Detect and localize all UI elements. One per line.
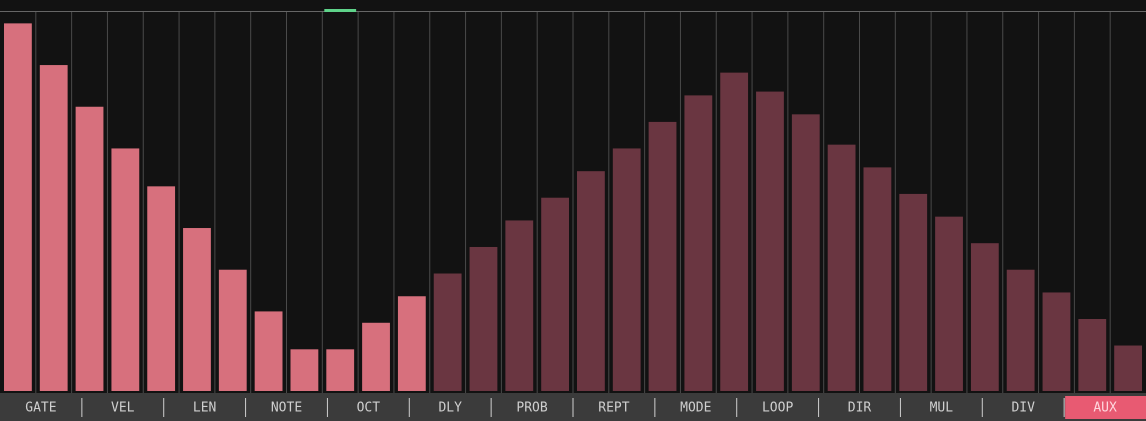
- step-bar[interactable]: [183, 228, 211, 391]
- step-bar[interactable]: [935, 216, 963, 391]
- tab[interactable]: [327, 396, 410, 419]
- tab-label[interactable]: MODE: [680, 401, 711, 416]
- step-bar[interactable]: [612, 148, 641, 391]
- tab-label[interactable]: DIR: [848, 401, 872, 416]
- step-bar[interactable]: [4, 23, 32, 392]
- step-bar[interactable]: [254, 311, 283, 391]
- tab[interactable]: [0, 396, 82, 419]
- tab-label[interactable]: VEL: [111, 401, 135, 416]
- tab[interactable]: [654, 396, 737, 419]
- step-bar[interactable]: [1006, 269, 1035, 391]
- tab-label[interactable]: GATE: [25, 401, 56, 416]
- step-bar[interactable]: [469, 246, 498, 391]
- tab-label[interactable]: PROB: [516, 401, 547, 416]
- tab-label[interactable]: REPT: [598, 401, 629, 416]
- tab[interactable]: [245, 396, 328, 419]
- step-bar[interactable]: [648, 121, 677, 391]
- tab-label[interactable]: LEN: [193, 401, 216, 416]
- step-bar[interactable]: [1042, 292, 1071, 391]
- step-bar[interactable]: [75, 106, 104, 391]
- tab[interactable]: [573, 396, 655, 419]
- step-bar[interactable]: [505, 220, 534, 391]
- tab[interactable]: [982, 396, 1065, 419]
- tab-label[interactable]: LOOP: [762, 401, 793, 416]
- step-bar[interactable]: [577, 171, 605, 391]
- step-bar[interactable]: [397, 296, 426, 391]
- step-bar[interactable]: [970, 243, 999, 391]
- step-bar[interactable]: [290, 349, 319, 391]
- tab[interactable]: [81, 396, 164, 419]
- step-bar[interactable]: [1114, 345, 1142, 391]
- tab-label[interactable]: DIV: [1011, 401, 1035, 416]
- tab[interactable]: [900, 396, 983, 419]
- step-bar[interactable]: [791, 114, 820, 391]
- step-bar[interactable]: [827, 144, 856, 391]
- tab-label[interactable]: AUX: [1093, 401, 1117, 416]
- tab-label[interactable]: DLY: [438, 401, 462, 416]
- step-bar[interactable]: [684, 95, 713, 391]
- step-bar[interactable]: [362, 322, 390, 391]
- tab-label[interactable]: OCT: [357, 401, 381, 416]
- step-bar[interactable]: [433, 273, 462, 391]
- tab[interactable]: [491, 396, 573, 419]
- tab[interactable]: [409, 396, 492, 419]
- tab[interactable]: [163, 396, 246, 419]
- step-bar[interactable]: [756, 91, 784, 391]
- step-bar[interactable]: [899, 193, 928, 391]
- step-bar[interactable]: [111, 148, 140, 391]
- tab[interactable]: [1065, 396, 1146, 419]
- playhead: [324, 9, 357, 12]
- step-bar[interactable]: [863, 167, 892, 391]
- tab-label[interactable]: NOTE: [271, 401, 302, 416]
- step-bar[interactable]: [326, 349, 355, 391]
- tab[interactable]: [818, 396, 901, 419]
- step-bar[interactable]: [1078, 318, 1107, 391]
- step-bar[interactable]: [39, 65, 68, 391]
- step-bar[interactable]: [541, 197, 569, 391]
- tab[interactable]: [736, 396, 819, 419]
- step-bar[interactable]: [720, 72, 749, 391]
- tab-label[interactable]: MUL: [930, 401, 954, 416]
- step-bar[interactable]: [147, 186, 176, 391]
- step-bar[interactable]: [218, 269, 247, 391]
